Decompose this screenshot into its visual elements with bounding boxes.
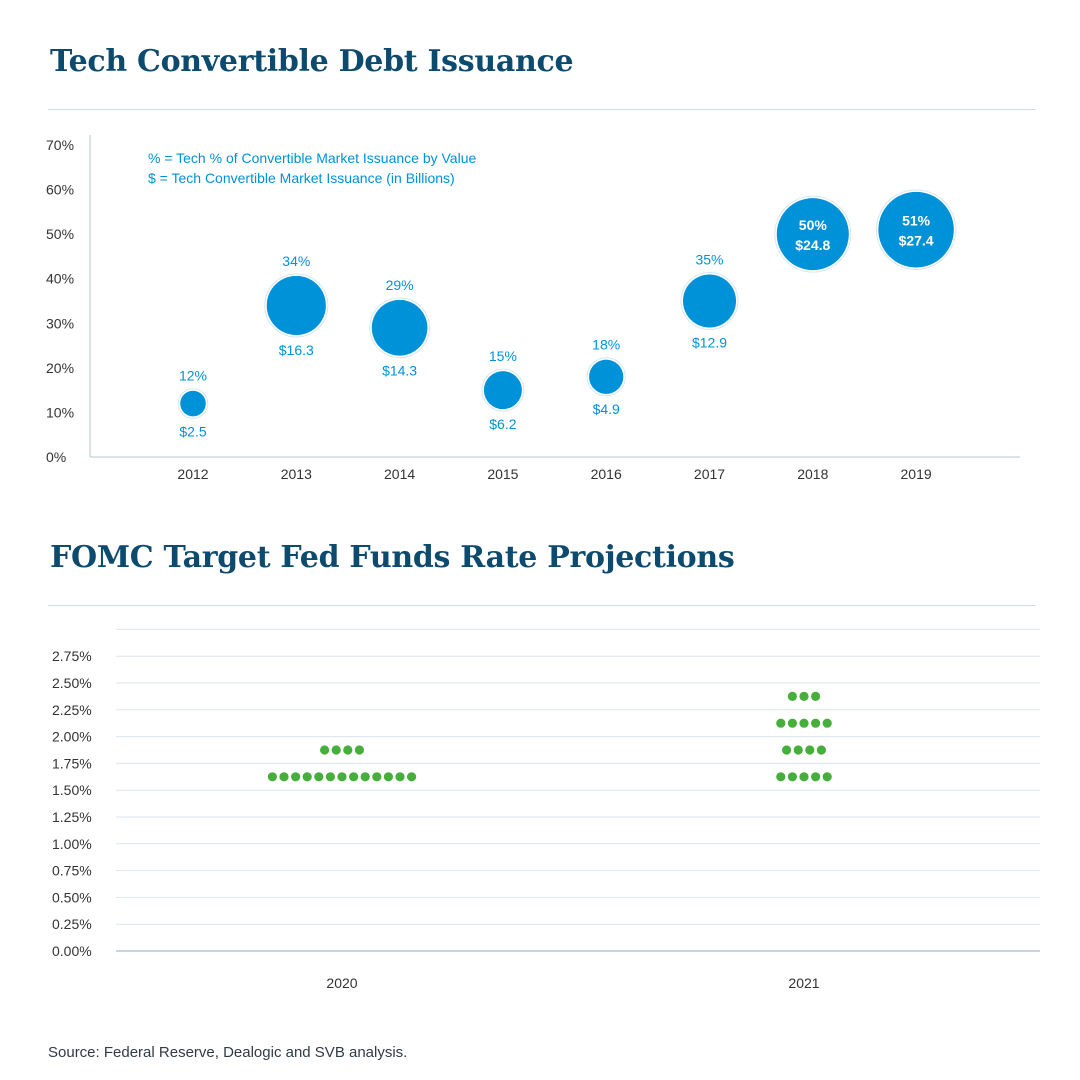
bubble-pct-label: 35% bbox=[695, 251, 723, 267]
projection-dot bbox=[787, 772, 798, 782]
bubble bbox=[371, 299, 428, 356]
y-tick-label: 50% bbox=[46, 226, 74, 242]
projection-dot bbox=[360, 772, 370, 782]
source-note: Source: Federal Reserve, Dealogic and SV… bbox=[48, 1044, 408, 1061]
y-tick-label: 1.25% bbox=[52, 809, 92, 825]
x-tick-label: 2017 bbox=[694, 466, 725, 482]
x-tick-label: 2021 bbox=[788, 975, 819, 991]
x-tick-label: 2016 bbox=[591, 466, 622, 482]
bubble-value-label: $14.3 bbox=[382, 363, 417, 379]
bubble-pct-label: 18% bbox=[592, 337, 620, 353]
projection-dot bbox=[302, 772, 312, 782]
y-tick-label: 2.50% bbox=[52, 675, 92, 691]
legend-entry: $ = Tech Convertible Market Issuance (in… bbox=[148, 170, 455, 186]
dot-plot-title: FOMC Target Fed Funds Rate Projections bbox=[50, 540, 735, 575]
projection-dot bbox=[337, 772, 347, 782]
projection-dot bbox=[349, 772, 359, 782]
bubble-pct-label: 15% bbox=[489, 348, 517, 364]
x-tick-label: 2019 bbox=[901, 466, 932, 482]
bubble-pct-label: 34% bbox=[282, 253, 310, 269]
projection-dot bbox=[354, 745, 364, 755]
y-tick-label: 30% bbox=[46, 315, 74, 331]
y-tick-label: 20% bbox=[46, 360, 74, 376]
y-tick-label: 40% bbox=[46, 271, 74, 287]
y-tick-label: 1.00% bbox=[52, 836, 92, 852]
bubble-pct-label: 51% bbox=[902, 213, 931, 229]
bubble bbox=[776, 198, 849, 271]
dot-plot-chart: 0.00% 0.25% 0.50% 0.75% 1.00% 1.25% 1.50% 1.75%… bbox=[52, 628, 1040, 991]
projection-dot bbox=[822, 718, 832, 728]
projection-dot bbox=[787, 718, 798, 728]
y-tick-label: 10% bbox=[46, 404, 74, 420]
y-tick-label: 0.75% bbox=[52, 863, 92, 879]
bubble-pct-label: 29% bbox=[386, 277, 414, 293]
bubble bbox=[483, 371, 522, 410]
y-tick-label: 2.00% bbox=[52, 729, 92, 745]
y-tick-label: 2.25% bbox=[52, 702, 92, 718]
bubble bbox=[180, 390, 206, 417]
projection-dot bbox=[383, 772, 393, 782]
bubble-value-label: $2.5 bbox=[179, 423, 206, 439]
projection-dot bbox=[799, 772, 809, 782]
projection-dot bbox=[325, 772, 335, 782]
projection-dot bbox=[787, 691, 798, 701]
x-tick-label: 2018 bbox=[797, 466, 828, 482]
bubble-value-label: $24.8 bbox=[795, 237, 830, 253]
projection-dot bbox=[811, 772, 821, 782]
bubble-value-label: $6.2 bbox=[489, 416, 516, 432]
y-tick-label: 0.00% bbox=[52, 943, 92, 959]
projection-dot bbox=[291, 772, 301, 782]
projection-dot bbox=[314, 772, 324, 782]
projection-dot bbox=[822, 772, 832, 782]
y-tick-label: 1.50% bbox=[52, 782, 92, 798]
projection-dot bbox=[811, 718, 821, 728]
y-tick-label: 0.50% bbox=[52, 889, 92, 905]
projection-dot bbox=[372, 772, 382, 782]
x-tick-label: 2015 bbox=[487, 466, 518, 482]
bubble-chart-title: Tech Convertible Debt Issuance bbox=[50, 44, 574, 79]
bubble-value-label: $4.9 bbox=[593, 401, 620, 417]
projection-dot bbox=[811, 691, 821, 701]
y-tick-label: 0.25% bbox=[52, 916, 92, 932]
x-tick-label: 2012 bbox=[177, 466, 208, 482]
bubble-chart: 0% 10% 20% 30% 40% 50% 60% 70% % = Tech % of Con… bbox=[46, 135, 1020, 482]
projection-dot bbox=[267, 772, 277, 782]
projection-dot bbox=[776, 772, 786, 782]
projection-dot bbox=[320, 745, 330, 755]
bubble-pct-label: 12% bbox=[179, 368, 207, 384]
x-tick-label: 2014 bbox=[384, 466, 415, 482]
projection-dot bbox=[799, 691, 809, 701]
projection-dot bbox=[776, 718, 786, 728]
y-tick-label: 2.75% bbox=[52, 648, 92, 664]
title-divider bbox=[48, 605, 1036, 606]
bubble bbox=[266, 275, 326, 336]
projection-dot bbox=[799, 718, 809, 728]
bubble-value-label: $16.3 bbox=[279, 342, 314, 358]
y-tick-label: 70% bbox=[46, 137, 74, 153]
projection-dot bbox=[816, 745, 827, 755]
y-tick-label: 60% bbox=[46, 182, 74, 198]
bubble bbox=[682, 274, 737, 328]
x-tick-label: 2020 bbox=[326, 975, 357, 991]
projection-dot bbox=[793, 745, 803, 755]
title-divider bbox=[48, 109, 1036, 110]
bubble-pct-label: 50% bbox=[799, 217, 828, 233]
projection-dot bbox=[782, 745, 792, 755]
bubble bbox=[878, 191, 954, 268]
projection-dot bbox=[331, 745, 341, 755]
projection-dot bbox=[805, 745, 815, 755]
projection-dot bbox=[343, 745, 353, 755]
projection-dot bbox=[279, 772, 289, 782]
y-tick-label: 0% bbox=[46, 449, 66, 465]
projection-dot bbox=[407, 772, 417, 782]
bubble-value-label: $12.9 bbox=[692, 335, 727, 351]
bubble-value-label: $27.4 bbox=[899, 233, 934, 249]
y-tick-label: 1.75% bbox=[52, 755, 92, 771]
legend-entry: % = Tech % of Convertible Market Issuanc… bbox=[148, 150, 476, 166]
projection-dot bbox=[395, 772, 405, 782]
bubble bbox=[589, 359, 624, 394]
x-tick-label: 2013 bbox=[281, 466, 312, 482]
